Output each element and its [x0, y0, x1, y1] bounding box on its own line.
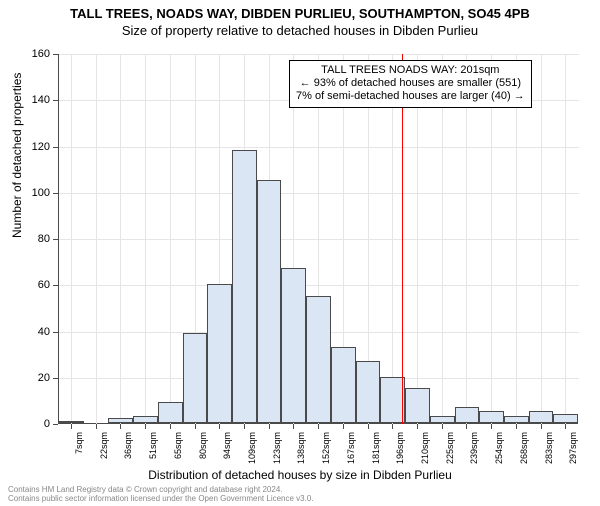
- xtick-label: 65sqm: [173, 432, 183, 459]
- histogram-bar: [281, 268, 306, 423]
- ytick-label: 160: [32, 48, 50, 60]
- x-axis-label: Distribution of detached houses by size …: [0, 468, 600, 482]
- histogram-bar: [158, 402, 183, 423]
- ytick-label: 100: [32, 187, 50, 199]
- xtick-label: 181sqm: [371, 432, 381, 464]
- ytick-label: 0: [44, 418, 50, 430]
- xtick-label: 51sqm: [148, 432, 158, 459]
- ytick-label: 140: [32, 94, 50, 106]
- xtick-label: 225sqm: [445, 432, 455, 464]
- histogram-bar: [183, 333, 208, 423]
- xtick-label: 283sqm: [544, 432, 554, 464]
- xtick-label: 196sqm: [395, 432, 405, 464]
- histogram-bar: [331, 347, 356, 423]
- annotation-line2: ← 93% of detached houses are smaller (55…: [296, 77, 525, 90]
- footer-attribution: Contains HM Land Registry data © Crown c…: [8, 486, 314, 504]
- annotation-line3: 7% of semi-detached houses are larger (4…: [296, 90, 525, 103]
- xtick-label: 36sqm: [123, 432, 133, 459]
- annotation-line1: TALL TREES NOADS WAY: 201sqm: [296, 64, 525, 77]
- histogram-bar: [479, 411, 504, 423]
- histogram-bar: [306, 296, 331, 423]
- xtick-label: 80sqm: [198, 432, 208, 459]
- ytick-label: 60: [38, 279, 50, 291]
- chart-title: TALL TREES, NOADS WAY, DIBDEN PURLIEU, S…: [0, 6, 600, 21]
- histogram-bar: [232, 150, 257, 423]
- ytick-label: 120: [32, 141, 50, 153]
- histogram-bar: [356, 361, 381, 423]
- ytick-label: 40: [38, 326, 50, 338]
- histogram-bar: [504, 416, 529, 423]
- xtick-label: 7sqm: [74, 432, 84, 454]
- histogram-bar: [207, 284, 232, 423]
- ytick-label: 20: [38, 372, 50, 384]
- chart-plot-area: 0204060801001201401607sqm22sqm36sqm51sqm…: [58, 54, 578, 424]
- xtick-label: 254sqm: [494, 432, 504, 464]
- histogram-bar: [133, 416, 158, 423]
- xtick-label: 22sqm: [99, 432, 109, 459]
- xtick-label: 167sqm: [346, 432, 356, 464]
- histogram-bar: [553, 414, 578, 423]
- xtick-label: 297sqm: [568, 432, 578, 464]
- histogram-bar: [257, 180, 282, 423]
- histogram-bar: [59, 421, 84, 423]
- xtick-label: 152sqm: [321, 432, 331, 464]
- ytick-label: 80: [38, 233, 50, 245]
- histogram-bar: [108, 418, 133, 423]
- histogram-bar: [455, 407, 480, 423]
- reference-marker-line: [402, 54, 403, 424]
- histogram-bar: [405, 388, 430, 423]
- xtick-label: 239sqm: [469, 432, 479, 464]
- chart-subtitle: Size of property relative to detached ho…: [0, 23, 600, 38]
- histogram-bar: [430, 416, 455, 423]
- xtick-label: 109sqm: [247, 432, 257, 464]
- annotation-box: TALL TREES NOADS WAY: 201sqm← 93% of det…: [289, 60, 532, 108]
- xtick-label: 210sqm: [420, 432, 430, 464]
- y-axis-label: Number of detached properties: [10, 73, 24, 238]
- xtick-label: 123sqm: [272, 432, 282, 464]
- xtick-label: 268sqm: [519, 432, 529, 464]
- xtick-label: 94sqm: [222, 432, 232, 459]
- histogram-bar: [529, 411, 554, 423]
- xtick-label: 138sqm: [296, 432, 306, 464]
